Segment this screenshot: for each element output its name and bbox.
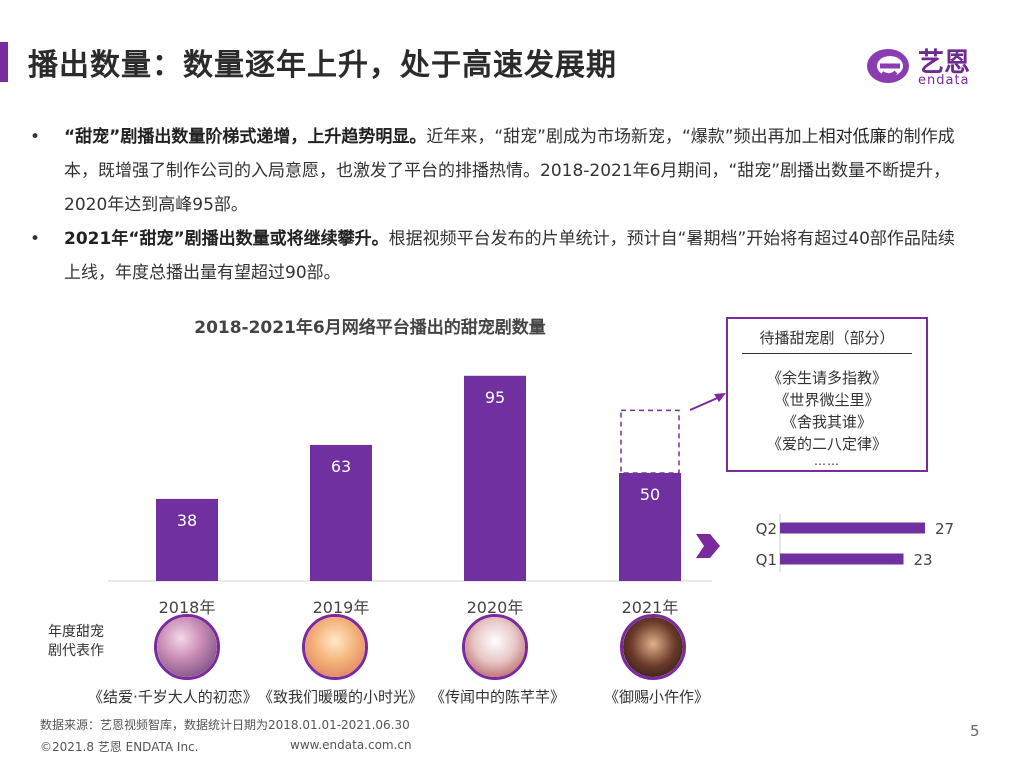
- callout-arrowhead: [714, 393, 726, 402]
- bullet-text: 的制作成本，既增强了制作公司的入局意愿，也激发了平台的排播热情。2018-202…: [64, 127, 955, 215]
- bar-value-label: 95: [485, 388, 505, 407]
- x-tick-label: 2020年: [466, 598, 524, 617]
- bar: [156, 498, 218, 581]
- bullet-dot: •: [30, 127, 41, 147]
- right-arrow-icon: [696, 534, 720, 558]
- drama-title: 《致我们暖暖的小时光》: [258, 688, 424, 706]
- quarter-bar-group: Q2 27 Q1 23: [756, 514, 954, 572]
- page-title: 播出数量：数量逐年上升，处于高速发展期: [28, 48, 617, 83]
- drama-title: 《传闻中的陈芊芊》: [430, 688, 566, 706]
- x-tick-label: 2021年: [621, 598, 679, 617]
- bar-value-label: 23: [914, 551, 933, 569]
- x-tick-label: 2018年: [158, 598, 216, 617]
- bullet-item: • 2021年“甜宠”剧播出数量或将继续攀升。根据视频平台发布的片单统计，预计自…: [30, 222, 960, 290]
- divider: [742, 353, 912, 354]
- bar-value-label: 50: [640, 485, 660, 504]
- page-number: 5: [970, 722, 980, 740]
- bar-value-label: 38: [177, 511, 197, 530]
- logo-cn-text: 艺恩: [918, 48, 971, 78]
- bar: [619, 473, 681, 581]
- callout-arrow: [689, 395, 723, 411]
- drama-title: 《御赐小仵作》: [604, 688, 710, 706]
- representatives-label: 年度甜宠 剧代表作: [48, 623, 118, 661]
- list-item: 《爱的二八定律》: [766, 435, 887, 453]
- y-tick-label: Q1: [756, 551, 777, 569]
- drama-poster-image: [620, 614, 686, 680]
- list-item: 《世界微尘里》: [774, 391, 880, 409]
- upcoming-dramas-box: 待播甜宠剧（部分） 《余生请多指教》 《世界微尘里》 《舍我其谁》 《爱的二八定…: [726, 317, 928, 472]
- bullet-dot: •: [30, 229, 41, 249]
- bar: [780, 553, 904, 565]
- y-tick-label: Q2: [756, 520, 777, 538]
- drama-poster-image: [302, 614, 368, 680]
- endata-logo-icon: [867, 49, 909, 83]
- logo-en-text: endata: [918, 73, 970, 88]
- bullet-text: 根据视频平台发布的片单统计，预计自“暑期档”开始将有超过40部作品陆续上线，年度…: [64, 229, 955, 283]
- x-tick-label: 2019年: [312, 598, 370, 617]
- projected-bar: [620, 409, 680, 474]
- bullet-text: 近年来，“甜宠”剧成为市场新宠，“爆款”频出再加上: [426, 127, 819, 147]
- bullet-bold-text: “甜宠”剧播出数量阶梯式递增，上升趋势明显。: [64, 127, 427, 147]
- bar: [310, 444, 372, 581]
- chart-title: 2018-2021年6月网络平台播出的甜宠剧数量: [194, 318, 546, 338]
- copyright: ©2021.8 艺恩 ENDATA Inc.: [40, 740, 199, 754]
- bar: [780, 522, 925, 534]
- bar-value-label: 63: [331, 457, 351, 476]
- title-accent-bar: [0, 42, 8, 82]
- drama-title: 《结爱·千岁大人的初恋》: [88, 688, 258, 706]
- footer-link[interactable]: www.endata.com.cn: [290, 738, 412, 752]
- upcoming-title: 待播甜宠剧（部分）: [759, 329, 895, 347]
- bullet-bold-text: 2021年“甜宠”剧播出数量或将继续攀升。: [64, 229, 389, 249]
- bullet-highlight: 相对低廉: [818, 127, 887, 147]
- data-source: 数据来源：艺恩视频智库，数据统计日期为2018.01.01-2021.06.30: [40, 718, 410, 732]
- bullet-item: • “甜宠”剧播出数量阶梯式递增，上升趋势明显。近年来，“甜宠”剧成为市场新宠，…: [30, 120, 960, 222]
- drama-poster-image: [154, 614, 220, 680]
- bar: [464, 375, 526, 581]
- drama-poster-image: [462, 614, 528, 680]
- representatives-label-line: 剧代表作: [48, 643, 104, 659]
- list-item: 《余生请多指教》: [766, 369, 887, 387]
- bullet-list: • “甜宠”剧播出数量阶梯式递增，上升趋势明显。近年来，“甜宠”剧成为市场新宠，…: [30, 120, 960, 290]
- list-item: 《舍我其谁》: [781, 413, 872, 431]
- more-indicator: ……: [814, 454, 840, 468]
- endata-logo: 艺恩 endata: [866, 42, 996, 94]
- bar-group: 38 63 95 50: [156, 375, 681, 581]
- upcoming-list: 《余生请多指教》 《世界微尘里》 《舍我其谁》 《爱的二八定律》 ……: [728, 367, 926, 467]
- bar-value-label: 27: [935, 520, 954, 538]
- representatives-label-line: 年度甜宠: [48, 624, 104, 640]
